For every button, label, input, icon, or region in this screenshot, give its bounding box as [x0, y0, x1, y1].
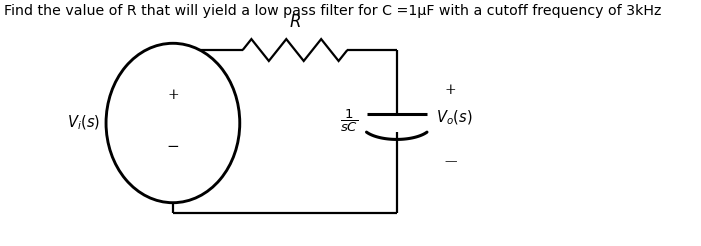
- Text: +: +: [444, 83, 456, 97]
- Text: —: —: [444, 155, 456, 168]
- Text: −: −: [167, 140, 179, 154]
- Text: Find the value of R that will yield a low pass filter for C =1μF with a cutoff f: Find the value of R that will yield a lo…: [4, 4, 662, 18]
- Text: $V_i(s)$: $V_i(s)$: [67, 114, 100, 132]
- Text: $V_o(s)$: $V_o(s)$: [436, 109, 472, 127]
- Text: $R$: $R$: [289, 14, 301, 31]
- Ellipse shape: [106, 43, 240, 203]
- Text: $\dfrac{1}{sC}$: $\dfrac{1}{sC}$: [340, 108, 358, 134]
- Text: +: +: [167, 88, 179, 102]
